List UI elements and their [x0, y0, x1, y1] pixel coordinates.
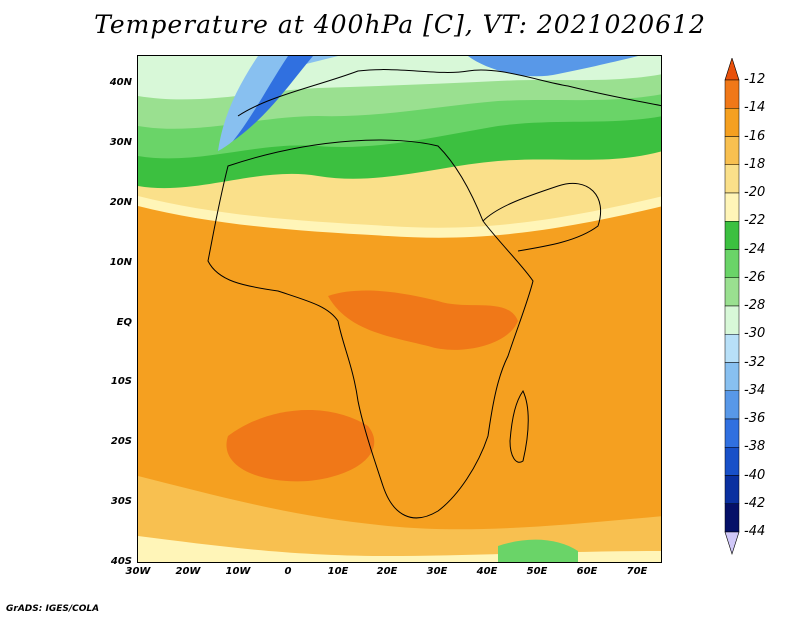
chart-title: Temperature at 400hPa [C], VT: 202102061… — [94, 10, 706, 39]
colorbar-box — [724, 277, 740, 307]
colorbar-box — [724, 503, 740, 533]
lat-label-40n: 40N — [109, 77, 132, 88]
colorbar-tick-label: -30 — [744, 326, 766, 342]
colorbar-box — [724, 305, 740, 335]
colorbar-box — [724, 447, 740, 476]
colorbar-tick-label: -22 — [744, 213, 766, 229]
colorbar-box — [724, 164, 740, 194]
lon-label-10e: 10E — [327, 566, 349, 577]
colorbar — [724, 58, 740, 555]
colorbar-box — [724, 192, 740, 222]
lon-label-60e: 60E — [576, 566, 598, 577]
field-hot-central — [328, 290, 518, 350]
lon-label-20w: 20W — [175, 566, 201, 577]
temperature-map — [137, 55, 662, 563]
arabia-coastline — [482, 182, 602, 252]
colorbar-tick-label: -36 — [744, 411, 766, 426]
colorbar-tick-label: -24 — [744, 241, 766, 257]
lat-label-20s: 20S — [110, 436, 132, 447]
colorbar-box — [724, 334, 740, 363]
lat-label-30n: 30N — [109, 137, 132, 148]
colorbar-tick-label: -44 — [744, 524, 766, 539]
europe-coastline — [237, 69, 661, 117]
colorbar-box — [724, 390, 740, 420]
colorbar-tick-label: -26 — [744, 269, 766, 285]
madagascar-coastline — [509, 390, 529, 463]
colorbar-top-arrow — [724, 58, 740, 81]
colorbar-box — [724, 475, 740, 504]
colorbar-box — [724, 221, 740, 250]
lon-label-70e: 70E — [626, 566, 648, 577]
lat-label-40s: 40S — [110, 556, 132, 567]
field-hot-south — [226, 409, 375, 482]
colorbar-tick-label: -28 — [744, 298, 766, 313]
colorbar-tick-label: -18 — [744, 156, 766, 172]
colorbar-tick-label: -32 — [744, 354, 766, 370]
colorbar-bottom-arrow — [724, 531, 740, 555]
lat-label-10n: 10N — [109, 257, 132, 268]
colorbar-box — [724, 108, 740, 137]
colorbar-tick-label: -40 — [744, 467, 766, 483]
field-south-green — [498, 539, 578, 562]
colorbar-tick-label: -42 — [744, 495, 766, 511]
map-canvas — [138, 56, 661, 562]
field-band-top-blue — [468, 56, 638, 77]
colorbar-box — [724, 249, 740, 278]
lon-label-20e: 20E — [376, 566, 398, 577]
lon-label-0: 0 — [284, 566, 292, 577]
colorbar-box — [724, 136, 740, 165]
colorbar-box — [724, 418, 740, 448]
lon-label-10w: 10W — [225, 566, 251, 577]
colorbar-box — [724, 79, 740, 109]
lon-label-50e: 50E — [526, 566, 548, 577]
colorbar-tick-label: -34 — [744, 382, 766, 398]
lon-label-30w: 30W — [125, 566, 151, 577]
lat-label-20n: 20N — [109, 197, 132, 208]
lon-label-30e: 30E — [426, 566, 448, 577]
colorbar-box — [724, 362, 740, 391]
lat-label-eq: EQ — [116, 317, 132, 328]
colorbar-tick-label: -14 — [744, 100, 766, 116]
lon-label-40e: 40E — [476, 566, 498, 577]
colorbar-tick-label: -20 — [744, 185, 766, 200]
africa-coastline — [207, 139, 534, 519]
lat-label-10s: 10S — [110, 376, 132, 387]
colorbar-tick-label: -38 — [744, 439, 766, 455]
field-band-light-blue — [218, 56, 338, 151]
colorbar-tick-label: -16 — [744, 128, 766, 144]
lat-label-30s: 30S — [110, 496, 132, 507]
colorbar-tick-label: -12 — [744, 72, 766, 87]
credit-text: GrADS: IGES/COLA — [6, 604, 100, 614]
